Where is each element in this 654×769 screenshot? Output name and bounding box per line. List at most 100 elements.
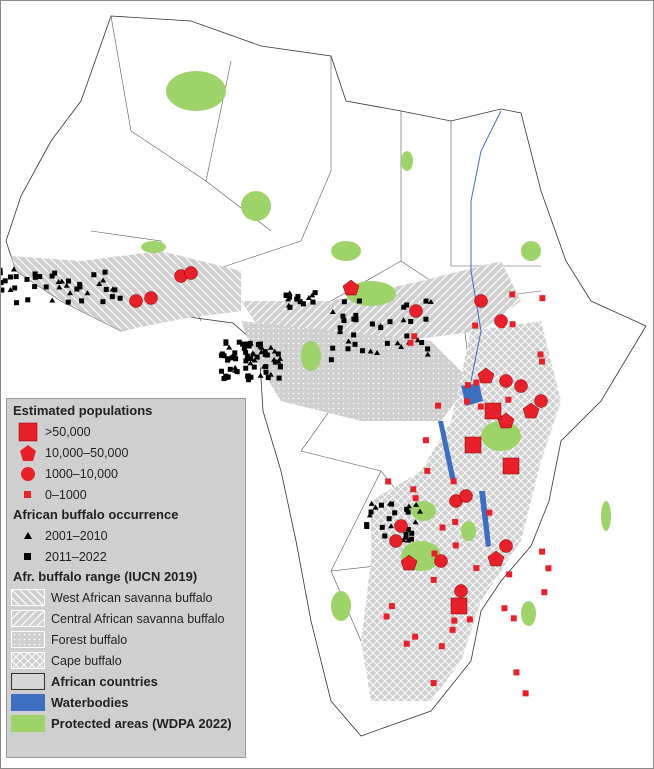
population-0-1000 [430, 680, 437, 687]
population-0-1000 [464, 382, 471, 389]
population-10000-50000 [477, 367, 495, 384]
occurrence-2011-2022 [32, 284, 38, 290]
population-1000-10000 [389, 534, 403, 548]
occurrence-2001-2010 [372, 504, 379, 510]
population-0-1000 [410, 486, 417, 493]
occurrence-2001-2010 [58, 278, 65, 284]
occurrence-2011-2022 [263, 369, 269, 375]
occurrence-2001-2010 [275, 358, 282, 364]
square-icon [18, 422, 38, 441]
legend-label: 0–1000 [45, 487, 87, 502]
legend-item-2011-2022: 2011–2022 [11, 546, 241, 567]
lake-tanganyika [438, 421, 456, 483]
occurrence-2001-2010 [413, 501, 420, 507]
population-0-1000 [407, 339, 414, 346]
legend: Estimated populations >50,000 10,000–50,… [6, 398, 246, 758]
population-10000-50000 [400, 554, 418, 571]
occurrence-2001-2010 [63, 282, 70, 288]
swatch-dots [11, 631, 45, 648]
population-0-1000 [541, 589, 548, 596]
population-10000-50000 [487, 550, 505, 567]
occurrence-2011-2022 [248, 356, 254, 362]
protected-area [241, 191, 271, 221]
occurrence-2011-2022 [408, 536, 414, 542]
occurrence-2011-2022 [1, 280, 4, 286]
occurrence-2011-2022 [310, 299, 316, 305]
occurrence-2011-2022 [25, 297, 31, 303]
population-1000-10000 [409, 304, 423, 318]
occurrence-2001-2010 [367, 348, 374, 354]
population-0-1000 [537, 351, 544, 358]
population-0-1000 [473, 379, 480, 386]
occurrence-2011-2022 [404, 333, 410, 339]
occurrence-2011-2022 [423, 316, 429, 322]
occurrence-2001-2010 [417, 508, 424, 514]
occurrence-2011-2022 [232, 350, 238, 356]
pentagon-icon [20, 444, 36, 461]
occurrence-2001-2010 [226, 344, 233, 350]
population-0-1000 [438, 643, 445, 650]
population-0-1000 [412, 495, 419, 502]
legend-item-protected: Protected areas (WDPA 2022) [11, 713, 241, 734]
occurrence-2001-2010 [251, 357, 258, 363]
occurrence-2011-2022 [244, 353, 250, 359]
occurrence-2011-2022 [236, 339, 242, 345]
legend-item-countries: African countries [11, 671, 241, 692]
population-over-50000 [450, 597, 468, 615]
occurrence-2001-2010 [398, 343, 405, 349]
protected-area [331, 241, 361, 261]
lake-malawi [479, 491, 491, 547]
population-0-1000 [449, 626, 456, 633]
occurrence-2011-2022 [295, 293, 301, 299]
occurrence-2001-2010 [405, 503, 412, 509]
population-1000-10000 [434, 554, 448, 568]
population-0-1000 [422, 437, 429, 444]
swatch-crosshatch [11, 652, 45, 669]
occurrence-2011-2022 [401, 304, 407, 310]
legend-item-pop-small: 0–1000 [11, 484, 241, 505]
occurrence-2011-2022 [100, 299, 106, 305]
nile-river [470, 110, 502, 382]
occurrence-2001-2010 [10, 266, 17, 272]
swatch-back-diagonal [11, 589, 45, 606]
occurrence-2001-2010 [368, 500, 375, 506]
legend-label: 2001–2010 [45, 528, 108, 543]
legend-range-title: Afr. buffalo range (IUCN 2019) [13, 569, 198, 584]
population-0-1000 [452, 542, 459, 549]
swatch-diagonal [11, 610, 45, 627]
occurrence-2001-2010 [232, 364, 239, 370]
occurrence-2011-2022 [225, 357, 231, 363]
occurrence-2011-2022 [345, 346, 351, 352]
population-1000-10000 [534, 394, 548, 408]
range-forest [241, 321, 471, 421]
protected-area [601, 501, 611, 531]
population-0-1000 [505, 396, 512, 403]
occurrence-2011-2022 [404, 302, 410, 308]
occurrence-2001-2010 [247, 360, 254, 366]
occurrence-2011-2022 [368, 509, 374, 515]
occurrence-2011-2022 [265, 375, 271, 381]
legend-item-forest: Forest buffalo [11, 629, 241, 650]
occurrence-2011-2022 [37, 274, 43, 280]
population-0-1000 [509, 291, 516, 298]
occurrence-2011-2022 [405, 509, 411, 515]
occurrence-2011-2022 [419, 339, 425, 345]
occurrence-2001-2010 [56, 284, 63, 290]
population-1000-10000 [144, 291, 158, 305]
legend-label: Forest buffalo [51, 632, 128, 647]
legend-label: 10,000–50,000 [45, 445, 129, 460]
occurrence-2011-2022 [287, 304, 293, 310]
protected-area [481, 421, 521, 451]
legend-item-cape: Cape buffalo [11, 650, 241, 671]
occurrence-2011-2022 [241, 345, 247, 351]
protected-area [166, 71, 226, 111]
occurrence-2011-2022 [24, 276, 30, 282]
legend-item-central-african: Central African savanna buffalo [11, 608, 241, 629]
occurrence-2011-2022 [423, 298, 429, 304]
occurrence-2011-2022 [262, 349, 268, 355]
occurrence-2011-2022 [245, 373, 251, 379]
population-1000-10000 [474, 294, 488, 308]
population-1000-10000 [499, 374, 513, 388]
occurrence-2001-2010 [366, 512, 373, 518]
legend-label: Protected areas (WDPA 2022) [51, 716, 232, 731]
